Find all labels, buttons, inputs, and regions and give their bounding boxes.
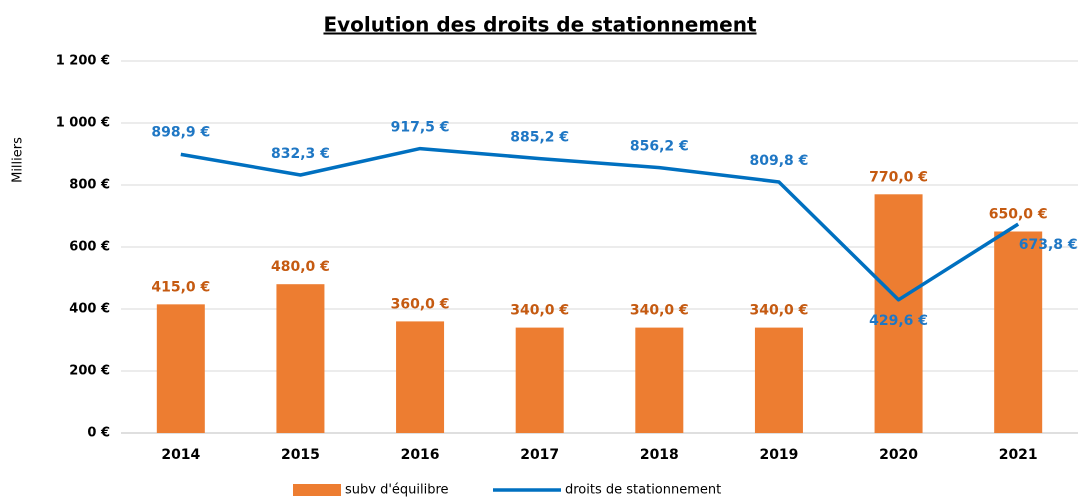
bar-value-label: 340,0 € bbox=[630, 303, 689, 319]
bar-value-label: 340,0 € bbox=[510, 303, 569, 319]
bar-value-label: 340,0 € bbox=[749, 303, 808, 319]
bar-value-label: 650,0 € bbox=[989, 207, 1048, 223]
y-tick-label: 800 € bbox=[69, 178, 110, 193]
legend-label: subv d'équilibre bbox=[345, 483, 449, 498]
x-tick-label: 2020 bbox=[879, 447, 918, 463]
line-value-label: 673,8 € bbox=[1019, 237, 1078, 253]
line-value-label: 832,3 € bbox=[271, 146, 330, 162]
x-tick-label: 2019 bbox=[759, 447, 798, 463]
line bbox=[180, 146, 1020, 302]
bar bbox=[994, 231, 1043, 433]
bar bbox=[754, 327, 803, 433]
y-tick-label: 1 200 € bbox=[56, 54, 110, 69]
line-value-label: 885,2 € bbox=[510, 130, 569, 146]
legend-key bbox=[293, 484, 341, 496]
x-tick-label: 2021 bbox=[999, 447, 1038, 463]
line-value-label: 429,6 € bbox=[869, 313, 928, 329]
chart-title: Evolution des droits de stationnement bbox=[323, 13, 756, 37]
y-axis-label: Milliers bbox=[11, 137, 26, 183]
legend-label: droits de stationnement bbox=[565, 483, 721, 498]
y-tick-label: 1 000 € bbox=[56, 116, 110, 131]
y-tick-label: 0 € bbox=[87, 426, 110, 441]
bar-value-label: 360,0 € bbox=[391, 296, 450, 312]
line-value-label: 856,2 € bbox=[630, 139, 689, 155]
line-value-label: 898,9 € bbox=[151, 124, 210, 140]
bar bbox=[276, 284, 325, 433]
y-tick-label: 600 € bbox=[69, 240, 110, 255]
bar bbox=[156, 304, 205, 433]
line-value-label: 809,8 € bbox=[749, 153, 808, 169]
bar bbox=[515, 327, 564, 433]
bar bbox=[874, 194, 923, 433]
bar-value-label: 480,0 € bbox=[271, 259, 330, 275]
line-value-label: 917,5 € bbox=[391, 120, 450, 136]
bar-value-label: 415,0 € bbox=[151, 279, 210, 295]
x-tick-label: 2016 bbox=[401, 447, 440, 463]
bar-value-label: 770,0 € bbox=[869, 169, 928, 185]
x-tick-label: 2017 bbox=[520, 447, 559, 463]
y-tick-label: 200 € bbox=[69, 364, 110, 379]
bar bbox=[635, 327, 684, 433]
x-tick-label: 2014 bbox=[161, 447, 200, 463]
bar bbox=[396, 321, 445, 433]
x-tick-label: 2015 bbox=[281, 447, 320, 463]
x-tick-label: 2018 bbox=[640, 447, 679, 463]
y-tick-label: 400 € bbox=[69, 302, 110, 317]
